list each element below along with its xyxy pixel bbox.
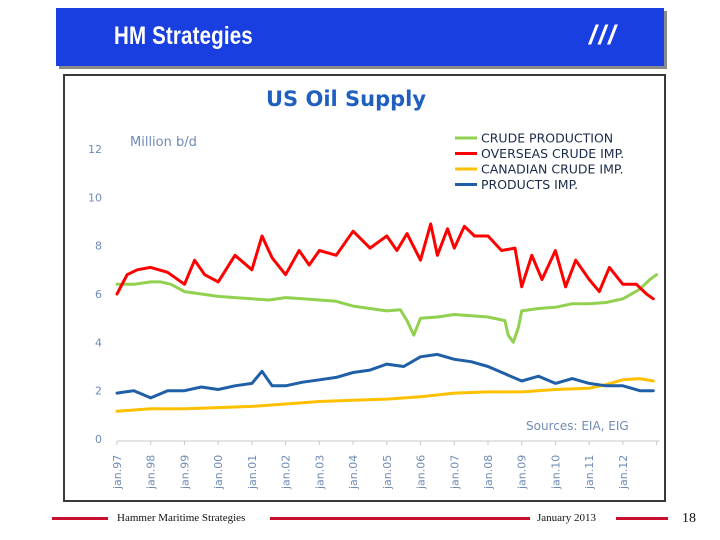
x-tick-label: jan.11	[583, 455, 596, 490]
x-tick-label: jan.05	[381, 455, 394, 490]
y-tick-label: 4	[95, 336, 102, 349]
x-tick-label: jan.07	[448, 455, 461, 490]
legend-label: OVERSEAS CRUDE IMP.	[481, 146, 624, 161]
legend-label: PRODUCTS IMP.	[481, 177, 578, 192]
legend-label: CRUDE PRODUCTION	[481, 131, 613, 146]
x-tick-label: jan.98	[145, 455, 158, 490]
footer-date-text: January 2013	[537, 512, 596, 524]
x-tick-label: jan.01	[246, 455, 259, 490]
y-tick-label: 12	[88, 143, 102, 156]
page-number: 18	[682, 511, 696, 526]
footer-company-text: Hammer Maritime Strategies	[117, 512, 246, 524]
y-tick-label: 0	[95, 433, 102, 446]
x-tick-label: jan.08	[482, 455, 495, 490]
footer-line-right	[616, 517, 668, 520]
y-tick-label: 8	[95, 240, 102, 253]
chart-title: US Oil Supply	[266, 87, 426, 111]
x-tick-label: jan.02	[280, 455, 293, 490]
y-tick-label: 2	[95, 385, 102, 398]
x-tick-label: jan.97	[111, 455, 124, 490]
y-tick-label: 6	[95, 288, 102, 301]
series-line	[115, 222, 655, 301]
header-title: HM Strategies	[114, 22, 253, 50]
footer-line-left	[52, 517, 108, 520]
x-tick-label: jan.03	[313, 455, 326, 490]
x-tick-label: jan.09	[516, 455, 529, 490]
header-banner: HM Strategies ///	[56, 8, 664, 66]
series-line	[115, 377, 655, 413]
x-tick-label: jan.99	[178, 455, 191, 490]
series-line	[115, 273, 659, 344]
sources-note: Sources: EIA, EIG	[526, 419, 629, 433]
x-tick-label: jan.10	[549, 455, 562, 490]
x-tick-label: jan.00	[212, 455, 225, 490]
x-tick-label: jan.04	[347, 455, 360, 490]
series-line	[115, 352, 655, 400]
header-slash-mark: ///	[589, 20, 618, 50]
legend-label: CANADIAN CRUDE IMP.	[481, 162, 623, 177]
y-tick-label: 10	[88, 191, 102, 204]
x-tick-label: jan.12	[617, 455, 630, 490]
y-axis-label: Million b/d	[130, 135, 197, 150]
x-tick-label: jan.06	[415, 455, 428, 490]
footer-line-middle	[270, 517, 530, 520]
